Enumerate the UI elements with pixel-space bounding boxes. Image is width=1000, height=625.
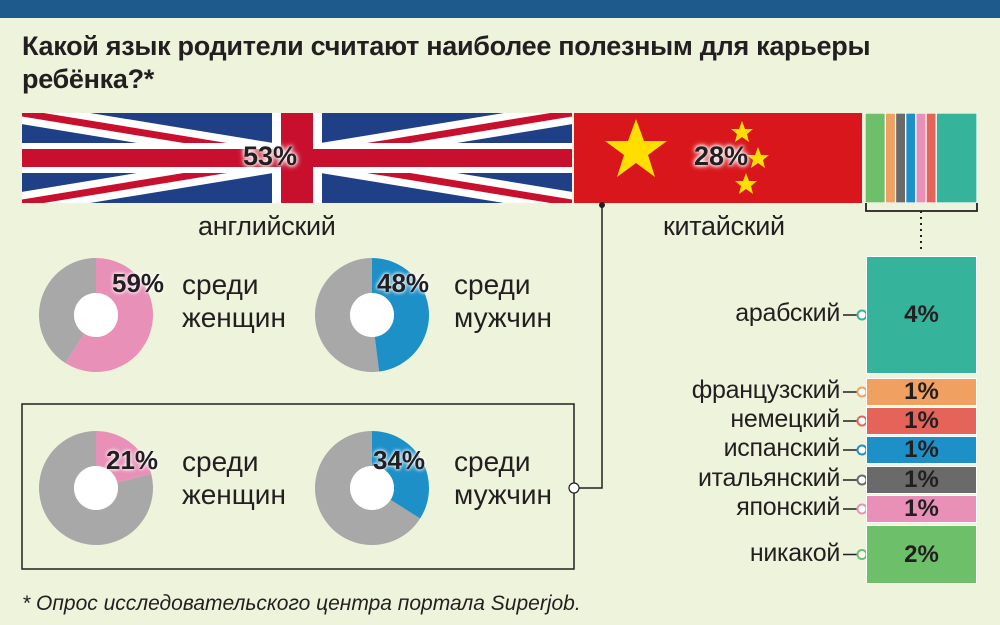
segment-label-german: немецкий <box>730 405 840 433</box>
chinese-men-hole <box>350 466 394 510</box>
english-men-hole <box>350 293 394 337</box>
segment-none <box>866 525 977 584</box>
chinese-label: китайский <box>663 211 785 241</box>
segment-arabic <box>866 256 977 374</box>
other-languages-stripes <box>865 113 977 203</box>
donut-chinese-men <box>315 431 429 545</box>
english-men-value: 48% <box>377 268 430 298</box>
segment-label-none: никакой <box>749 538 840 567</box>
chinese-women-label: среди женщин <box>182 446 286 510</box>
chinese-men-value: 34% <box>373 445 426 475</box>
chart-title: Какой язык родители считают наиболее пол… <box>22 31 871 94</box>
stripe-arabic <box>935 113 977 203</box>
english-men-value-slice <box>372 258 430 372</box>
segment-label-spanish: испанский <box>723 434 841 462</box>
uk-flag-icon <box>22 113 572 203</box>
segment-label-japanese: японский <box>736 493 840 521</box>
segment-label-french: французский <box>691 376 841 404</box>
segment-value-italian: 1% <box>904 466 939 493</box>
footnote: * Опрос исследовательского центра портал… <box>22 592 581 615</box>
china-flag-bar <box>574 113 862 203</box>
donut-english-women <box>39 258 153 372</box>
chinese-value-label: 28% <box>694 141 749 171</box>
segment-japanese <box>866 495 977 523</box>
segment-value-spanish: 1% <box>904 436 939 463</box>
segment-label-arabic: арабский <box>735 299 840 327</box>
uk-flag-bar <box>22 113 572 203</box>
english-label: английский <box>198 211 336 241</box>
chinese-women-rest-slice <box>39 431 154 545</box>
segment-german <box>866 407 977 435</box>
english-value-label: 53% <box>243 141 298 171</box>
segment-label-italian: итальянский <box>697 464 840 492</box>
donut-chinese-women <box>39 431 154 545</box>
chinese-men-rest-slice <box>315 431 421 545</box>
english-women-rest-slice <box>39 258 96 364</box>
top-bar <box>0 0 1000 18</box>
segment-value-german: 1% <box>904 407 939 434</box>
donut-english-men <box>315 258 430 372</box>
china-flag-icon <box>574 113 862 203</box>
segment-value-japanese: 1% <box>904 495 939 522</box>
chinese-men-label: среди мужчин <box>454 446 552 510</box>
segment-spanish <box>866 436 977 464</box>
segment-french <box>866 378 977 406</box>
english-men-rest-slice <box>315 258 380 372</box>
segment-value-arabic: 4% <box>904 301 939 328</box>
segment-value-none: 2% <box>904 540 939 568</box>
segment-value-french: 1% <box>904 378 939 405</box>
english-women-hole <box>74 293 118 337</box>
english-men-label: среди мужчин <box>454 269 552 333</box>
english-women-value-slice <box>65 258 153 372</box>
chinese-women-hole <box>74 466 118 510</box>
english-women-label: среди женщин <box>182 269 286 333</box>
chinese-women-value-slice <box>96 431 152 483</box>
chinese-men-value-slice <box>372 431 429 519</box>
english-women-value: 59% <box>112 268 165 298</box>
segment-italian <box>866 466 977 494</box>
chinese-women-value: 21% <box>106 445 159 475</box>
